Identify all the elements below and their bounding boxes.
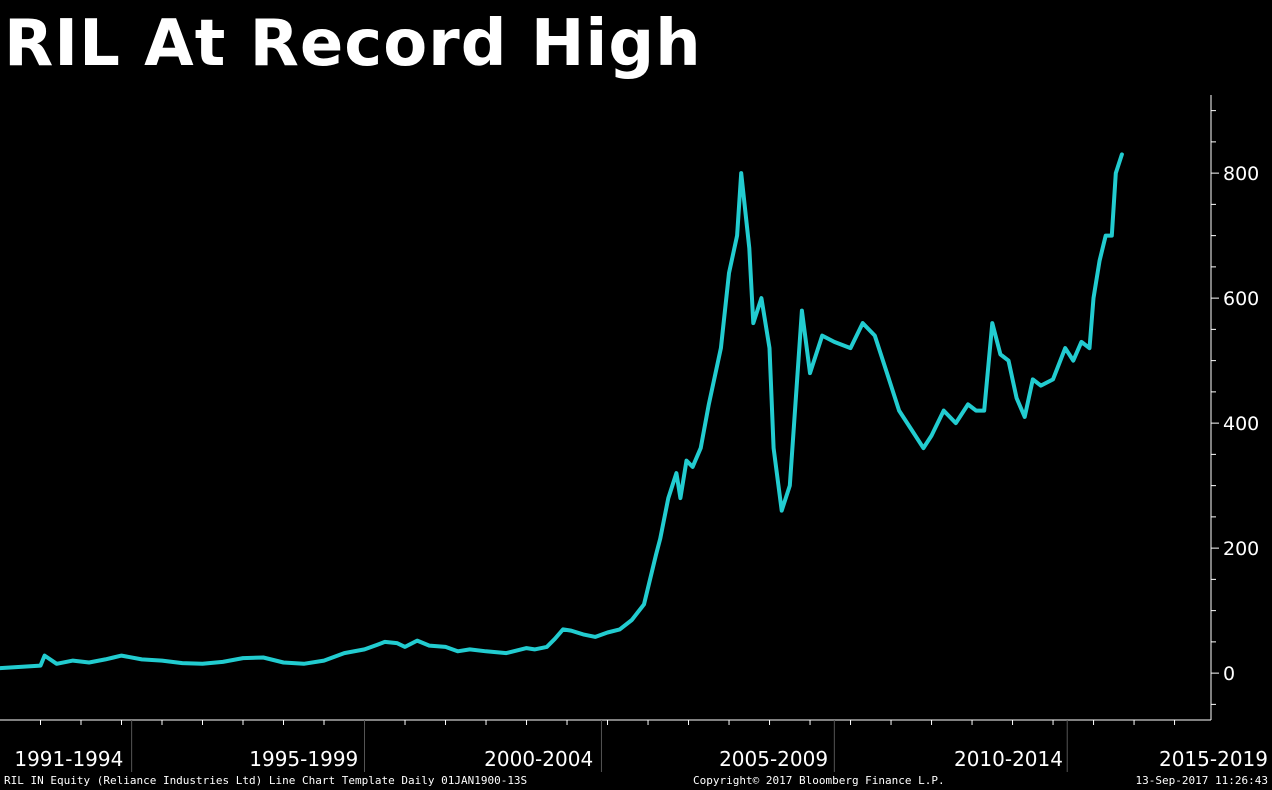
x-axis-ticks: 1991-1994 1995-1999 2000-2004 2005-2009 2010… [14,720,1268,772]
y-tick-label: 0 [1223,663,1235,685]
x-period-label: 2010-2014 [954,747,1063,771]
y-tick-label: 200 [1223,538,1259,560]
footer-source: RIL IN Equity (Reliance Industries Ltd) … [4,774,528,787]
series-line-0 [0,152,1124,671]
x-period-label: 2015-2019 [1159,747,1268,771]
y-tick-label: 400 [1223,413,1259,435]
x-period-label: 1995-1999 [249,747,358,771]
chart-title: RIL At Record High [4,7,702,81]
y-tick-label: 600 [1223,288,1259,310]
series-group [0,152,1124,671]
x-period-label: 2005-2009 [719,747,828,771]
x-period-label: 1991-1994 [14,747,123,771]
y-tick-label: 800 [1223,163,1259,185]
axes [0,95,1212,721]
y-axis-ticks: 0 200 400 600 800 [1211,110,1259,705]
x-period-label: 2000-2004 [484,747,593,771]
footer-copyright: Copyright© 2017 Bloomberg Finance L.P. [693,774,945,787]
footer-timestamp: 13-Sep-2017 11:26:43 [1135,774,1268,787]
